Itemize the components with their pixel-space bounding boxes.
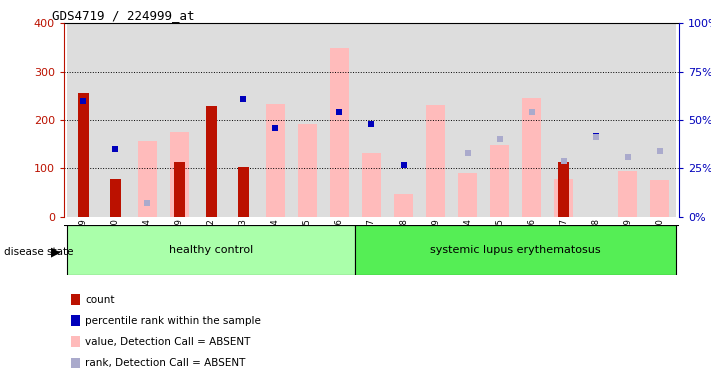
- Bar: [356, 225, 675, 275]
- Bar: [643, 225, 675, 275]
- Bar: [132, 23, 164, 217]
- Bar: [515, 225, 547, 275]
- Text: systemic lupus erythematosus: systemic lupus erythematosus: [430, 245, 601, 255]
- Bar: [558, 162, 570, 217]
- Bar: [419, 225, 451, 275]
- Text: value, Detection Call = ABSENT: value, Detection Call = ABSENT: [85, 337, 251, 347]
- Bar: [515, 23, 547, 217]
- Bar: [611, 225, 643, 275]
- Bar: [292, 23, 324, 217]
- Bar: [292, 225, 324, 275]
- Bar: [426, 105, 445, 217]
- Bar: [451, 23, 483, 217]
- Bar: [100, 23, 132, 217]
- Bar: [458, 173, 477, 217]
- Bar: [362, 153, 381, 217]
- Bar: [228, 225, 260, 275]
- Bar: [164, 225, 196, 275]
- Text: percentile rank within the sample: percentile rank within the sample: [85, 316, 261, 326]
- Bar: [483, 225, 515, 275]
- Bar: [164, 23, 196, 217]
- Text: rank, Detection Call = ABSENT: rank, Detection Call = ABSENT: [85, 358, 246, 368]
- Bar: [483, 23, 515, 217]
- Bar: [394, 194, 413, 217]
- Bar: [618, 171, 637, 217]
- Bar: [324, 225, 356, 275]
- Bar: [173, 162, 185, 217]
- Text: GDS4719 / 224999_at: GDS4719 / 224999_at: [52, 9, 194, 22]
- Bar: [100, 225, 132, 275]
- Bar: [228, 23, 260, 217]
- Bar: [324, 23, 356, 217]
- Text: disease state: disease state: [4, 247, 73, 257]
- Bar: [170, 132, 189, 217]
- Text: ▶: ▶: [51, 245, 61, 258]
- Bar: [132, 225, 164, 275]
- Bar: [579, 23, 611, 217]
- Bar: [522, 98, 541, 217]
- Bar: [205, 106, 217, 217]
- Bar: [356, 23, 387, 217]
- Bar: [68, 225, 100, 275]
- Text: count: count: [85, 295, 114, 305]
- Text: healthy control: healthy control: [169, 245, 253, 255]
- Bar: [356, 225, 387, 275]
- Bar: [643, 23, 675, 217]
- Bar: [68, 23, 100, 217]
- Bar: [554, 179, 573, 217]
- Bar: [237, 167, 249, 217]
- Bar: [266, 104, 285, 217]
- Bar: [419, 23, 451, 217]
- Bar: [387, 225, 419, 275]
- Bar: [260, 225, 292, 275]
- Bar: [196, 225, 228, 275]
- Bar: [490, 145, 509, 217]
- Bar: [547, 23, 579, 217]
- Bar: [138, 141, 157, 217]
- Bar: [330, 48, 349, 217]
- Bar: [579, 225, 611, 275]
- Bar: [547, 225, 579, 275]
- Bar: [196, 23, 228, 217]
- Bar: [650, 180, 669, 217]
- Bar: [451, 225, 483, 275]
- Bar: [298, 124, 317, 217]
- Bar: [611, 23, 643, 217]
- Bar: [68, 225, 356, 275]
- Bar: [77, 93, 89, 217]
- Bar: [260, 23, 292, 217]
- Bar: [109, 179, 121, 217]
- Bar: [387, 23, 419, 217]
